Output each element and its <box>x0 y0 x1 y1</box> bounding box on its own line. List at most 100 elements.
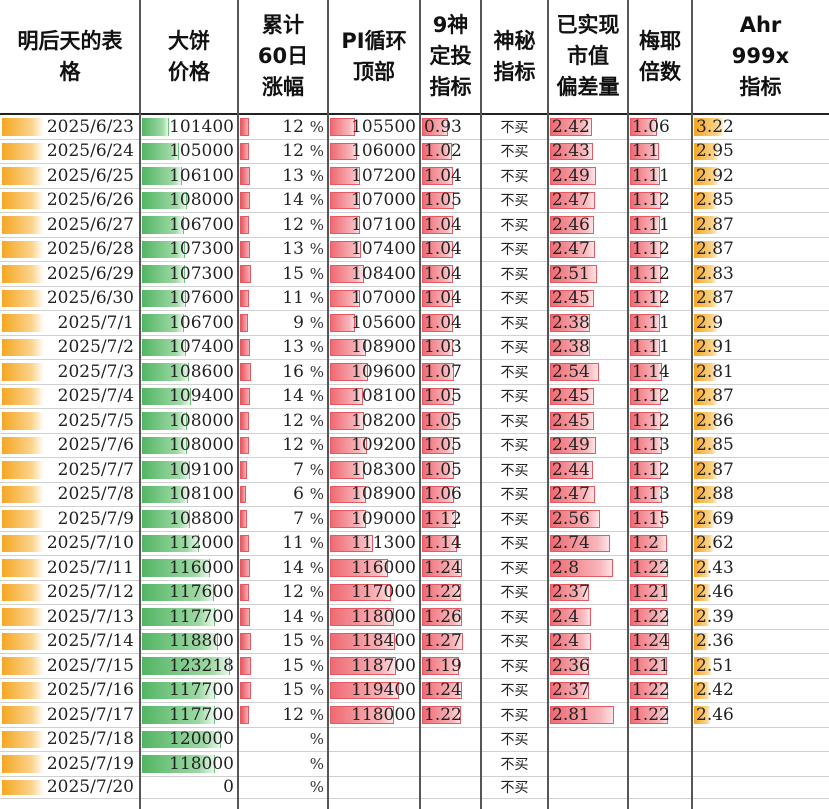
cell-ahr[interactable] <box>692 777 829 798</box>
cell-rise[interactable]: 13% <box>238 238 328 262</box>
cell-mystery[interactable]: 不买 <box>481 703 548 727</box>
cell-price[interactable]: 106700 <box>140 213 238 237</box>
cell-mayer[interactable]: 1.14 <box>628 360 692 384</box>
cell-rise[interactable]: % <box>238 752 328 776</box>
cell-rise[interactable]: 12% <box>238 703 328 727</box>
table-row[interactable]: 2025/7/1 106700 9% 105600 1.04 不买 2.38 1.11 2.9 <box>0 311 829 336</box>
cell-mystery[interactable]: 不买 <box>481 507 548 531</box>
cell-price[interactable]: 109400 <box>140 385 238 409</box>
cell-date[interactable]: 2025/7/8 <box>0 483 140 507</box>
cell-price[interactable]: 106700 <box>140 311 238 335</box>
cell-mayer[interactable]: 1.11 <box>628 164 692 188</box>
cell-mystery[interactable]: 不买 <box>481 556 548 580</box>
cell-nine-god[interactable]: 1.04 <box>420 164 481 188</box>
cell-mayer[interactable] <box>628 728 692 752</box>
cell-rise[interactable]: 14% <box>238 556 328 580</box>
cell-pi-cycle[interactable]: 109200 <box>328 434 420 458</box>
cell-mvrv[interactable]: 2.43 <box>548 140 628 164</box>
cell-ahr[interactable]: 2.86 <box>692 409 829 433</box>
cell-price[interactable]: 112000 <box>140 532 238 556</box>
cell-rise[interactable]: 7% <box>238 458 328 482</box>
cell-date[interactable]: 2025/7/3 <box>0 360 140 384</box>
cell-mvrv[interactable]: 2.42 <box>548 115 628 139</box>
cell-pi-cycle[interactable]: 105500 <box>328 115 420 139</box>
cell-pi-cycle[interactable]: 109600 <box>328 360 420 384</box>
cell-nine-god[interactable]: 1.05 <box>420 458 481 482</box>
table-row[interactable]: 2025/7/6 108000 12% 109200 1.05 不买 2.49 1.13 2.8… <box>0 434 829 458</box>
table-row[interactable]: 2025/7/19 118000% 不买 <box>0 752 829 777</box>
cell-ahr[interactable]: 2.91 <box>692 336 829 360</box>
cell-mayer[interactable]: 1.12 <box>628 262 692 286</box>
cell-rise[interactable]: 13% <box>238 164 328 188</box>
cell-mvrv[interactable]: 2.4 <box>548 630 628 654</box>
cell-pi-cycle[interactable]: 107000 <box>328 287 420 311</box>
header-rise[interactable]: 累计 60日 涨幅 <box>257 13 309 99</box>
table-row[interactable]: 2025/7/16 117700 15% 119400 1.24 不买 2.37 1.22 2.… <box>0 679 829 703</box>
cell-ahr[interactable]: 2.81 <box>692 360 829 384</box>
cell-price[interactable]: 106100 <box>140 164 238 188</box>
cell-mayer[interactable]: 1.11 <box>628 336 692 360</box>
cell-rise[interactable]: 14% <box>238 605 328 629</box>
table-row[interactable]: 2025/6/27 106700 12% 107100 1.04 不买 2.46 1.11 2.… <box>0 213 829 238</box>
cell-date[interactable]: 2025/7/19 <box>0 752 140 776</box>
cell-ahr[interactable]: 2.69 <box>692 507 829 531</box>
cell-nine-god[interactable]: 1.04 <box>420 287 481 311</box>
cell-rise[interactable]: 11% <box>238 532 328 556</box>
cell-pi-cycle[interactable]: 111300 <box>328 532 420 556</box>
cell-date[interactable]: 2025/7/17 <box>0 703 140 727</box>
cell-mystery[interactable]: 不买 <box>481 458 548 482</box>
table-row[interactable]: 2025/7/10 112000 11% 111300 1.14 不买 2.74 1.2 2.6… <box>0 532 829 556</box>
cell-mayer[interactable]: 1.21 <box>628 581 692 605</box>
cell-nine-god[interactable]: 0.93 <box>420 115 481 139</box>
cell-mvrv[interactable]: 2.45 <box>548 385 628 409</box>
cell-mvrv[interactable]: 2.47 <box>548 238 628 262</box>
cell-pi-cycle[interactable]: 117000 <box>328 581 420 605</box>
table-row[interactable]: 2025/7/11 116000 14% 116000 1.24 不买 2.8 1.22 2.4… <box>0 556 829 581</box>
cell-mystery[interactable]: 不买 <box>481 679 548 703</box>
cell-mystery[interactable]: 不买 <box>481 777 548 798</box>
cell-price[interactable]: 108000 <box>140 189 238 213</box>
cell-mystery[interactable]: 不买 <box>481 238 548 262</box>
cell-ahr[interactable]: 2.51 <box>692 654 829 678</box>
header-ahr[interactable]: Ahr 999x 指标 <box>731 13 790 99</box>
cell-nine-god[interactable]: 1.04 <box>420 262 481 286</box>
table-row[interactable]: 2025/7/7 109100 7% 108300 1.05 不买 2.44 1.12 2.87 <box>0 458 829 483</box>
table-row[interactable]: 2025/7/20 0% 不买 <box>0 777 829 799</box>
cell-nine-god[interactable]: 1.04 <box>420 238 481 262</box>
cell-pi-cycle[interactable] <box>328 777 420 798</box>
cell-mayer[interactable]: 1.22 <box>628 556 692 580</box>
cell-ahr[interactable]: 2.43 <box>692 556 829 580</box>
cell-nine-god[interactable]: 1.05 <box>420 385 481 409</box>
cell-rise[interactable]: 16% <box>238 360 328 384</box>
cell-date[interactable]: 2025/7/11 <box>0 556 140 580</box>
cell-price[interactable]: 107600 <box>140 287 238 311</box>
cell-rise[interactable]: 15% <box>238 679 328 703</box>
cell-mystery[interactable]: 不买 <box>481 213 548 237</box>
cell-price[interactable]: 117700 <box>140 605 238 629</box>
cell-pi-cycle[interactable] <box>328 728 420 752</box>
cell-mvrv[interactable]: 2.47 <box>548 189 628 213</box>
cell-ahr[interactable]: 2.87 <box>692 287 829 311</box>
cell-date[interactable]: 2025/7/16 <box>0 679 140 703</box>
cell-nine-god[interactable]: 1.02 <box>420 140 481 164</box>
table-row[interactable]: 2025/6/30 107600 11% 107000 1.04 不买 2.45 1.12 2.… <box>0 287 829 311</box>
cell-nine-god[interactable]: 1.07 <box>420 360 481 384</box>
cell-date[interactable]: 2025/7/14 <box>0 630 140 654</box>
cell-date[interactable]: 2025/6/24 <box>0 140 140 164</box>
cell-mayer[interactable]: 1.12 <box>628 238 692 262</box>
cell-mayer[interactable]: 1.22 <box>628 605 692 629</box>
cell-price[interactable]: 118000 <box>140 752 238 776</box>
cell-ahr[interactable]: 2.87 <box>692 238 829 262</box>
cell-pi-cycle[interactable]: 118000 <box>328 605 420 629</box>
table-row[interactable]: 2025/7/4 109400 14% 108100 1.05 不买 2.45 1.12 2.8… <box>0 385 829 409</box>
cell-mayer[interactable]: 1.2 <box>628 532 692 556</box>
cell-mayer[interactable]: 1.22 <box>628 679 692 703</box>
cell-date[interactable]: 2025/7/20 <box>0 777 140 798</box>
cell-pi-cycle[interactable]: 118000 <box>328 703 420 727</box>
cell-pi-cycle[interactable]: 107000 <box>328 189 420 213</box>
cell-mvrv[interactable]: 2.49 <box>548 434 628 458</box>
cell-mvrv[interactable]: 2.49 <box>548 164 628 188</box>
cell-rise[interactable]: 12% <box>238 115 328 139</box>
cell-mystery[interactable]: 不买 <box>481 311 548 335</box>
cell-pi-cycle[interactable]: 107100 <box>328 213 420 237</box>
